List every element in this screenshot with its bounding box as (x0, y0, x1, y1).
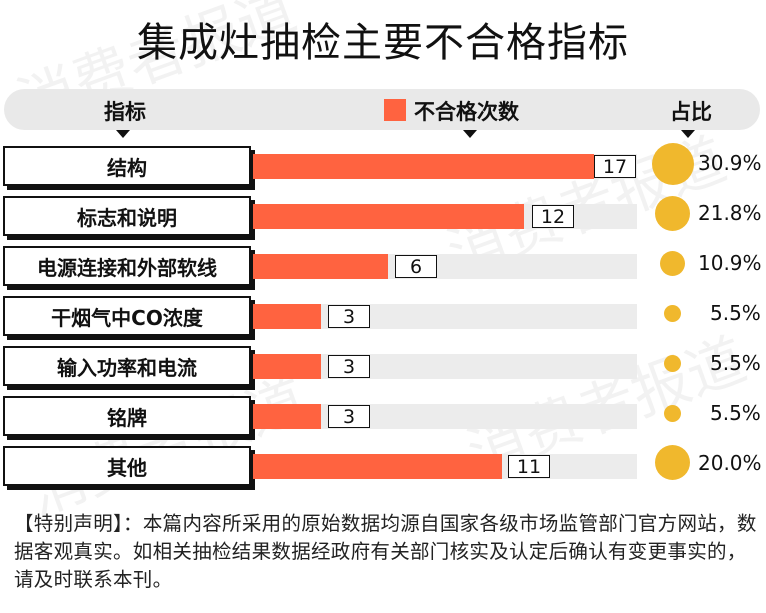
disclaimer-note: 【特别声明】：本篇内容所采用的原始数据均源自国家各级市场监管部门官方网站，数据客… (14, 512, 757, 591)
bar (253, 304, 321, 329)
row-label: 结构 (3, 146, 251, 186)
bar (253, 254, 388, 279)
ratio-value: 5.5% (710, 351, 761, 375)
bar (253, 454, 502, 479)
ratio-arrow-icon (681, 130, 695, 138)
ratio-value: 5.5% (710, 401, 761, 425)
chart-row: 铭牌 3 5.5% (0, 396, 766, 446)
row-label: 铭牌 (3, 396, 251, 436)
chart-row: 其他 11 20.0% (0, 445, 766, 496)
chart-row: 干烟气中CO浓度 3 5.5% (0, 296, 766, 346)
count-value: 3 (328, 355, 370, 378)
ratio-dot-icon (664, 405, 681, 422)
row-label: 标志和说明 (3, 196, 251, 236)
row-label: 其他 (3, 446, 251, 486)
chart-title: 集成灶抽检主要不合格指标 (137, 20, 629, 66)
header-count-legend: 不合格次数 (414, 100, 519, 124)
row-label: 电源连接和外部软线 (3, 246, 251, 286)
ratio-value: 20.0% (698, 451, 762, 475)
chart-row: 输入功率和电流 3 5.5% (0, 346, 766, 396)
count-value: 17 (594, 155, 636, 178)
count-value: 12 (532, 205, 574, 228)
ratio-value: 10.9% (698, 251, 762, 275)
count-value: 3 (328, 405, 370, 428)
bar (253, 354, 321, 379)
chart-row: 标志和说明 12 21.8% (0, 196, 766, 246)
row-label: 干烟气中CO浓度 (3, 296, 251, 336)
ratio-dot-icon (655, 196, 690, 231)
ratio-dot-icon (664, 355, 681, 372)
count-arrow-icon (463, 130, 477, 138)
chart-row: 结构 17 30.9% (0, 143, 766, 196)
ratio-dot-icon (655, 445, 690, 480)
count-value: 6 (395, 255, 437, 278)
ratio-value: 30.9% (698, 151, 762, 175)
header-indicator: 指标 (104, 100, 146, 124)
header-ratio: 占比 (670, 100, 712, 124)
count-value: 3 (328, 305, 370, 328)
ratio-dot-icon (664, 305, 681, 322)
bar (253, 404, 321, 429)
column-header-bar (4, 89, 760, 130)
legend-swatch-icon (384, 99, 406, 121)
bar (253, 204, 524, 229)
row-label: 输入功率和电流 (3, 346, 251, 386)
ratio-dot-icon (652, 143, 694, 185)
indicator-arrow-icon (116, 130, 130, 138)
ratio-dot-icon (660, 251, 685, 276)
ratio-value: 5.5% (710, 301, 761, 325)
ratio-value: 21.8% (698, 201, 762, 225)
count-value: 11 (508, 455, 550, 478)
bar (253, 154, 594, 179)
chart-row: 电源连接和外部软线 6 10.9% (0, 246, 766, 296)
